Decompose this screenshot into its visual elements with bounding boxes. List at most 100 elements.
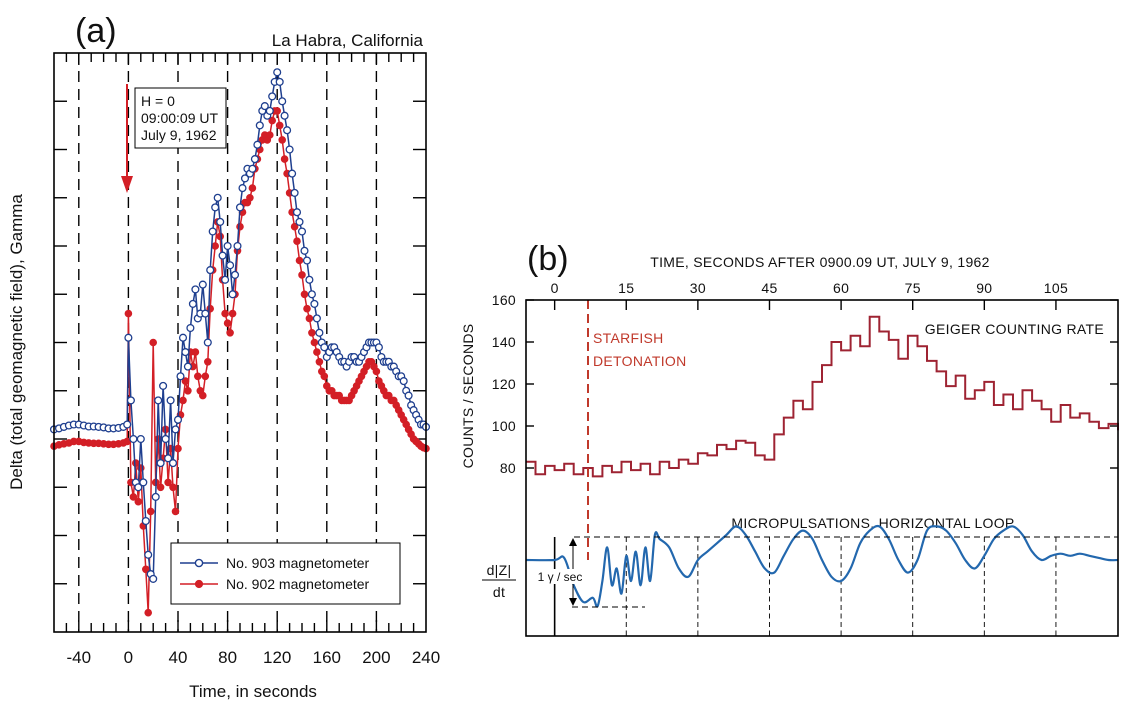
data-point-902 xyxy=(290,222,299,231)
data-point-902 xyxy=(226,328,234,337)
data-point-903 xyxy=(161,434,170,444)
data-point-903 xyxy=(228,290,237,299)
scale-bar: 1 γ / sec xyxy=(531,538,589,606)
data-point-903 xyxy=(300,246,309,255)
data-point-902 xyxy=(308,328,316,337)
data-point-903 xyxy=(154,396,163,405)
geiger-series xyxy=(526,315,1119,478)
data-point-903 xyxy=(136,434,145,444)
data-point-902 xyxy=(181,377,190,385)
data-point-903 xyxy=(250,155,259,164)
panel-a-y-axis-label: Delta (total geomagnetic field), Gamma xyxy=(7,194,26,490)
panel-b-x-tick-label: 30 xyxy=(690,280,706,296)
data-point-903 xyxy=(188,299,197,308)
data-point-903 xyxy=(149,574,158,583)
panel-b-x-tick-label: 60 xyxy=(833,280,849,296)
data-point-903 xyxy=(226,261,235,270)
data-point-902 xyxy=(149,338,158,347)
data-point-903 xyxy=(156,459,165,468)
data-point-902 xyxy=(305,314,314,323)
legend-marker-903-icon xyxy=(194,558,204,568)
data-point-903 xyxy=(265,106,274,115)
data-point-902 xyxy=(146,507,155,516)
data-point-902 xyxy=(278,136,287,144)
data-point-902 xyxy=(191,348,200,356)
data-point-902 xyxy=(164,478,172,487)
data-point-903 xyxy=(129,434,138,444)
data-point-903 xyxy=(273,68,282,77)
panel-a-x-tick-label: 160 xyxy=(313,648,341,667)
panel-a-x-tick-label: 120 xyxy=(263,648,291,667)
data-point-903 xyxy=(404,391,413,400)
scale-bar-up-arrow-icon xyxy=(569,538,577,546)
data-point-902 xyxy=(156,483,165,492)
panel-a-ticks xyxy=(54,53,426,632)
data-point-903 xyxy=(268,92,277,101)
panel-b-y-tick-label: 80 xyxy=(500,460,516,476)
panel-a-title: La Habra, California xyxy=(272,31,424,50)
data-point-902 xyxy=(201,372,210,381)
data-point-903 xyxy=(141,516,150,526)
panel-b-x-tick-label: 15 xyxy=(618,280,634,296)
detonation-label-1: STARFISH xyxy=(593,330,664,346)
data-point-903 xyxy=(201,309,210,318)
panel-a: (a) La Habra, California Time, in second… xyxy=(7,12,440,701)
data-point-903 xyxy=(295,217,304,226)
panel-b-y-axis-label: COUNTS / SECONDS xyxy=(460,324,476,469)
data-point-903 xyxy=(285,145,294,154)
geiger-step-line xyxy=(526,315,1119,478)
data-point-902 xyxy=(248,184,257,192)
scale-bar-label: 1 γ / sec xyxy=(538,570,583,584)
data-point-903 xyxy=(186,323,195,333)
panel-a-x-tick-label: 0 xyxy=(124,648,133,667)
data-point-902 xyxy=(313,348,321,356)
panel-b-y-tick-label: 120 xyxy=(492,376,516,392)
data-point-903 xyxy=(230,270,240,279)
panel-a-x-axis-label: Time, in seconds xyxy=(189,682,317,701)
data-point-903 xyxy=(218,251,227,260)
micro-axis-denominator: dt xyxy=(493,584,505,600)
data-point-902 xyxy=(144,608,153,617)
data-point-903 xyxy=(255,121,264,130)
data-point-902 xyxy=(194,372,202,381)
data-point-903 xyxy=(223,241,232,251)
data-point-903 xyxy=(144,550,153,559)
panel-a-label: (a) xyxy=(75,12,117,50)
data-point-903 xyxy=(278,97,287,106)
panel-b-x-tick-label: 75 xyxy=(905,280,921,296)
data-point-902 xyxy=(134,497,143,506)
data-point-903 xyxy=(275,77,284,86)
micropulsation-curve xyxy=(525,524,1119,608)
panel-b-y-tick-labels: 80 100 120 140 160 xyxy=(492,292,516,476)
data-point-902 xyxy=(124,309,133,318)
data-point-903 xyxy=(134,483,143,492)
data-point-903 xyxy=(124,333,133,342)
annotation-line-1: H = 0 xyxy=(141,93,175,109)
data-point-903 xyxy=(168,459,178,468)
data-point-902 xyxy=(216,232,225,241)
data-point-902 xyxy=(372,367,381,376)
data-point-902 xyxy=(265,131,274,139)
data-point-903 xyxy=(290,188,299,197)
data-point-902 xyxy=(268,116,277,125)
data-point-903 xyxy=(307,290,316,299)
annotation-line-2: 09:00:09 UT xyxy=(141,110,218,126)
data-point-902 xyxy=(142,565,150,574)
data-point-902 xyxy=(174,444,182,453)
data-point-903 xyxy=(312,314,321,323)
panel-b-gridlines xyxy=(553,537,1057,636)
legend-marker-902-icon xyxy=(194,579,204,589)
annotation-arrow-icon xyxy=(121,176,133,193)
data-point-903 xyxy=(171,425,180,434)
panel-a-x-tick-label: -40 xyxy=(67,648,92,667)
data-point-903 xyxy=(253,140,262,149)
data-point-903 xyxy=(235,203,245,212)
panel-a-x-tick-label: 200 xyxy=(362,648,390,667)
data-point-902 xyxy=(228,309,237,318)
panel-a-series xyxy=(49,68,431,617)
data-point-903 xyxy=(173,415,183,424)
data-point-902 xyxy=(221,309,229,318)
panel-b-x-tick-label: 45 xyxy=(761,280,777,296)
data-point-902 xyxy=(310,338,319,347)
data-point-902 xyxy=(320,372,329,381)
